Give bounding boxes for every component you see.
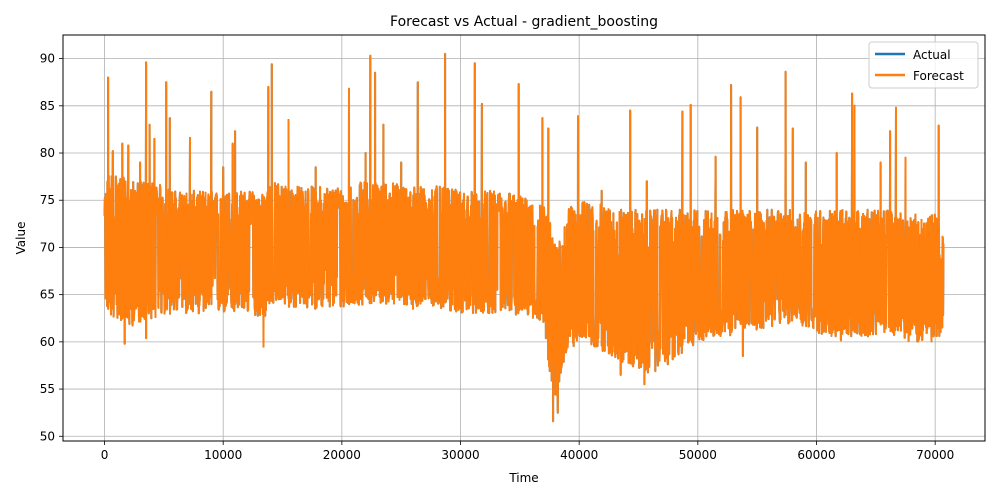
x-tick-label: 40000 — [560, 448, 598, 462]
plot-data — [103, 52, 945, 423]
grid-lines — [63, 35, 985, 441]
y-tick-label: 75 — [40, 193, 55, 207]
series-line-forecast — [103, 52, 945, 423]
legend-label-forecast: Forecast — [913, 69, 964, 83]
x-tick-label: 60000 — [797, 448, 835, 462]
x-tick-label: 50000 — [679, 448, 717, 462]
legend: Actual Forecast — [868, 41, 979, 89]
y-tick-label: 60 — [40, 335, 55, 349]
x-tick-label: 70000 — [916, 448, 954, 462]
y-tick-label: 65 — [40, 288, 55, 302]
y-tick-label: 50 — [40, 429, 55, 443]
x-tick-label: 30000 — [441, 448, 479, 462]
y-tick-label: 55 — [40, 382, 55, 396]
chart-title: Forecast vs Actual - gradient_boosting — [390, 14, 658, 30]
x-tick-label: 10000 — [204, 448, 242, 462]
x-tick-label: 0 — [101, 448, 109, 462]
legend-label-actual: Actual — [913, 48, 951, 62]
y-tick-label: 90 — [40, 52, 55, 66]
plot-frame — [62, 34, 986, 442]
y-tick-label: 80 — [40, 146, 55, 160]
y-tick-label: 85 — [40, 99, 55, 113]
y-tick-label: 70 — [40, 240, 55, 254]
y-axis-title: Value — [14, 222, 28, 255]
x-tick-label: 20000 — [323, 448, 361, 462]
axis-ticks: 0 10000 20000 30000 40000 50000 60000 70000 50 55… — [40, 52, 955, 462]
x-axis-title: Time — [508, 471, 538, 485]
